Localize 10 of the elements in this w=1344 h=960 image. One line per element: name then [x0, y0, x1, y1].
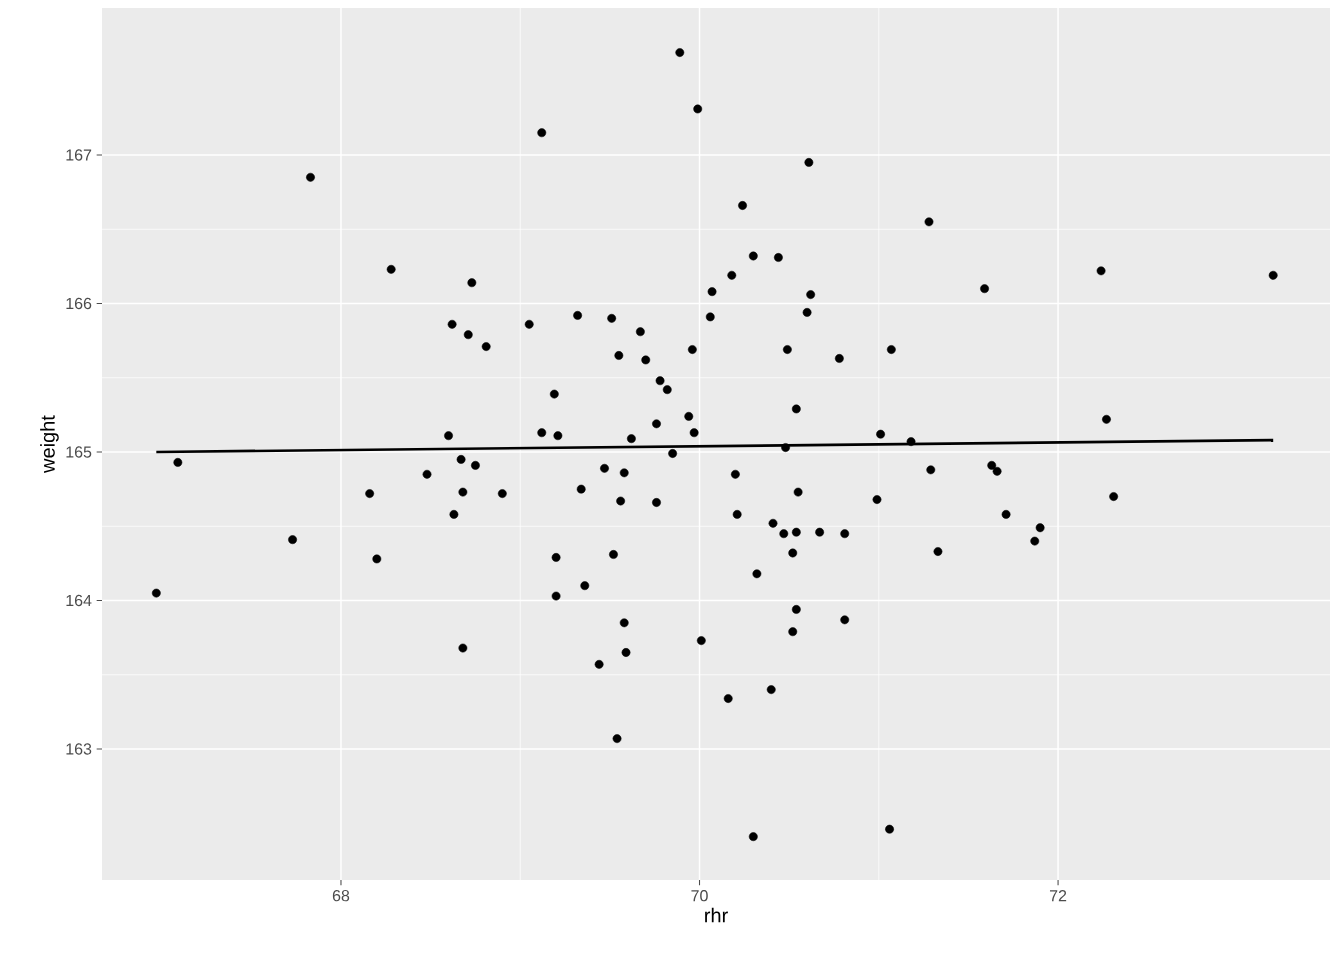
- x-tick-label: 68: [332, 890, 350, 902]
- y-tick-label: 165: [66, 446, 92, 458]
- x-tick-label: 70: [691, 890, 708, 902]
- y-axis-title: weight: [40, 415, 59, 473]
- y-tick-label: 167: [66, 149, 92, 161]
- x-tick-label: 72: [1049, 890, 1067, 902]
- y-tick-label: 166: [66, 297, 92, 310]
- x-axis-title: rhr: [705, 907, 728, 923]
- y-tick-label: 164: [66, 594, 92, 607]
- y-tick-label: 163: [66, 743, 92, 755]
